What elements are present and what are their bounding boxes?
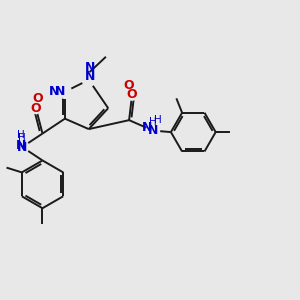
Text: O: O — [31, 102, 41, 115]
Text: N: N — [85, 70, 95, 83]
Text: H: H — [18, 133, 26, 143]
Text: N: N — [55, 85, 66, 98]
Text: O: O — [123, 79, 134, 92]
Circle shape — [127, 89, 137, 100]
Circle shape — [31, 103, 41, 114]
Text: N: N — [148, 124, 158, 137]
Text: O: O — [127, 88, 137, 101]
Circle shape — [82, 73, 95, 86]
Circle shape — [16, 140, 29, 154]
Text: H: H — [17, 130, 25, 140]
Text: N: N — [49, 85, 59, 98]
Text: O: O — [32, 92, 43, 105]
Circle shape — [146, 124, 160, 137]
Text: N: N — [142, 121, 152, 134]
Text: N: N — [85, 61, 95, 74]
Circle shape — [58, 85, 71, 98]
Text: N: N — [16, 139, 26, 152]
Text: N: N — [17, 140, 27, 154]
Text: H: H — [154, 115, 162, 125]
Text: H: H — [149, 117, 157, 127]
